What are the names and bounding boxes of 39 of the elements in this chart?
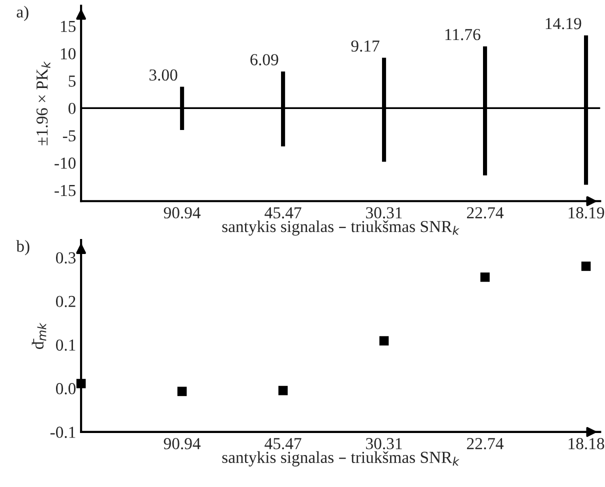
x-tick-label: 30.31	[366, 438, 402, 450]
y-tick-label: 0.0	[56, 383, 76, 394]
point	[480, 272, 490, 282]
x-tick-label: 30.31	[366, 207, 402, 218]
x-axis-title: santykis signalas – triukšmas SNR$_{k}$	[222, 451, 460, 466]
x-tick-label: 45.47	[264, 207, 302, 218]
annotation: 14.19	[546, 18, 582, 30]
text: a)	[16, 6, 28, 21]
annotation: 9.17	[351, 40, 380, 52]
y-tick-label: -0.1	[50, 426, 76, 438]
x-tick-label: 22.74	[467, 207, 504, 218]
annotation: 11.76	[445, 28, 480, 40]
point	[76, 378, 86, 388]
y-axis-title: d̄$_{mk}$	[32, 322, 46, 350]
point	[379, 336, 389, 346]
x-tick-label: 45.47	[264, 438, 302, 450]
point	[177, 386, 187, 396]
y-axis-title: ±1.96 × PK$_{k}$	[36, 61, 50, 146]
y-tick-label: -15	[54, 184, 76, 196]
x-tick-label: 22.74	[467, 438, 504, 450]
x-axis-title: santykis signalas – triukšmas SNR$_{k}$	[222, 220, 460, 236]
x-tick-label: 90.94	[164, 207, 201, 218]
point	[278, 386, 288, 396]
y-tick-label: -5	[62, 130, 76, 142]
y-tick-label: 5	[68, 76, 76, 87]
y-tick-label: 0.3	[56, 252, 76, 264]
annotation: 3.00	[150, 69, 178, 81]
y-tick-label: 0	[68, 102, 76, 114]
y-tick-label: 15	[61, 20, 76, 32]
point	[581, 262, 591, 271]
annotation: 6.09	[250, 54, 278, 66]
y-tick-label: 0.1	[56, 339, 76, 351]
x-tick-label: 18.19	[568, 207, 604, 218]
y-tick-label: 10	[61, 48, 76, 60]
x-tick-label: 90.94	[164, 438, 201, 450]
x-tick-label: 18.18	[568, 438, 604, 450]
text: b)	[16, 240, 30, 256]
y-tick-label: -10	[54, 158, 76, 169]
y-tick-label: 0.2	[56, 296, 76, 308]
